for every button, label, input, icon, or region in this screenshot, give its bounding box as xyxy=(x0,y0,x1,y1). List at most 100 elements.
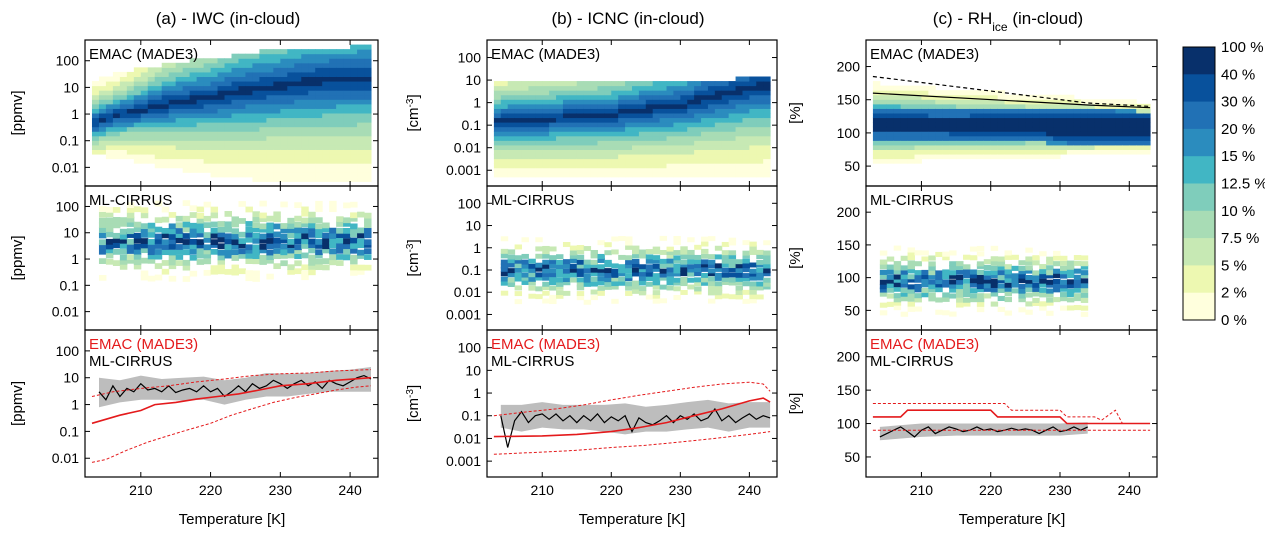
heat-cell xyxy=(983,278,992,284)
heat-cell xyxy=(500,144,509,150)
heat-cell xyxy=(879,99,888,105)
heat-cell xyxy=(893,99,902,105)
heat-cell xyxy=(357,126,365,132)
heat-cell xyxy=(1136,117,1144,123)
heat-cell xyxy=(154,158,163,164)
heat-cell xyxy=(252,126,260,132)
heat-cell xyxy=(224,252,232,259)
heat-cell xyxy=(749,103,757,109)
heat-cell xyxy=(914,158,922,164)
heat-cell xyxy=(590,295,598,301)
heat-cell xyxy=(1060,269,1068,275)
heat-cell xyxy=(182,163,191,169)
heat-cell xyxy=(203,117,212,123)
heat-cell xyxy=(273,176,281,182)
heat-cell xyxy=(569,135,578,141)
heat-cell xyxy=(98,135,107,141)
heat-cell xyxy=(329,71,337,77)
heat-cell xyxy=(680,140,688,146)
heat-cell xyxy=(182,67,191,73)
heat-cell xyxy=(956,279,964,285)
heat-cell xyxy=(556,272,564,278)
heat-cell xyxy=(1046,297,1054,303)
heat-cell xyxy=(210,163,219,169)
heat-cell xyxy=(549,154,557,160)
heat-cell xyxy=(280,249,288,256)
heat-cell xyxy=(217,149,226,155)
heat-cell xyxy=(1018,260,1026,266)
heat-cell xyxy=(507,163,516,169)
heat-cell xyxy=(583,113,592,119)
heat-cell xyxy=(763,103,771,109)
heat-cell xyxy=(112,140,121,146)
heat-cell xyxy=(680,154,688,160)
heat-cell xyxy=(956,126,964,132)
heat-cell xyxy=(893,94,902,100)
heat-cell xyxy=(112,144,121,150)
heat-cell xyxy=(886,131,895,137)
heat-cell xyxy=(583,299,592,305)
heat-cell xyxy=(625,255,633,261)
heat-cell xyxy=(625,154,633,160)
heat-cell xyxy=(590,81,598,87)
heat-cell xyxy=(921,122,929,128)
heat-cell xyxy=(315,217,323,224)
heat-cell xyxy=(611,113,619,119)
heat-cell xyxy=(280,167,288,173)
heat-cell xyxy=(652,280,661,286)
heat-cell xyxy=(259,172,267,178)
heat-cell xyxy=(231,126,239,132)
heat-cell xyxy=(493,149,502,155)
heat-cell xyxy=(673,255,681,261)
heat-cell xyxy=(147,85,156,91)
heat-cell xyxy=(694,117,702,123)
heat-cell xyxy=(1039,122,1047,128)
heat-cell xyxy=(638,158,647,164)
heat-cell xyxy=(175,163,184,169)
heat-cell xyxy=(1025,135,1033,141)
heat-cell xyxy=(1129,108,1137,114)
heat-cell xyxy=(521,272,529,278)
heat-cell xyxy=(872,103,881,109)
heat-cell xyxy=(1136,149,1144,155)
heat-cell xyxy=(1073,113,1082,119)
heat-cell xyxy=(625,81,633,87)
heat-cell xyxy=(493,163,502,169)
heat-cell xyxy=(625,244,633,250)
heat-cell xyxy=(364,71,372,77)
heat-cell xyxy=(231,172,239,178)
heat-cell xyxy=(203,126,212,132)
heat-cell xyxy=(224,62,232,68)
heat-cell xyxy=(210,242,219,248)
heat-cell xyxy=(126,85,135,91)
heat-cell xyxy=(694,103,702,109)
heat-cell xyxy=(521,158,529,164)
heat-cell xyxy=(907,144,915,150)
heat-cell xyxy=(1115,108,1123,114)
heat-cell xyxy=(763,167,771,173)
heat-cell xyxy=(879,85,888,91)
heat-cell xyxy=(535,262,543,268)
heat-cell xyxy=(514,154,523,160)
heat-cell xyxy=(294,244,302,251)
heat-cell xyxy=(549,103,557,109)
heat-cell xyxy=(921,256,929,262)
heat-cell xyxy=(514,81,523,87)
heat-cell xyxy=(652,255,661,261)
heat-cell xyxy=(196,158,205,164)
heat-cell xyxy=(893,90,902,96)
heat-cell xyxy=(956,149,964,155)
heat-cell xyxy=(742,167,750,173)
heat-cell xyxy=(604,99,612,105)
heat-cell xyxy=(266,149,274,155)
heat-cell xyxy=(556,149,564,155)
heat-cell xyxy=(112,126,121,132)
heat-cell xyxy=(245,236,253,243)
heat-cell xyxy=(154,144,163,150)
heat-cell xyxy=(133,140,142,146)
heat-cell xyxy=(521,108,529,114)
heat-cell xyxy=(721,144,730,150)
heat-cell xyxy=(1025,131,1033,137)
heat-cell xyxy=(590,154,598,160)
heat-cell xyxy=(1136,140,1144,146)
